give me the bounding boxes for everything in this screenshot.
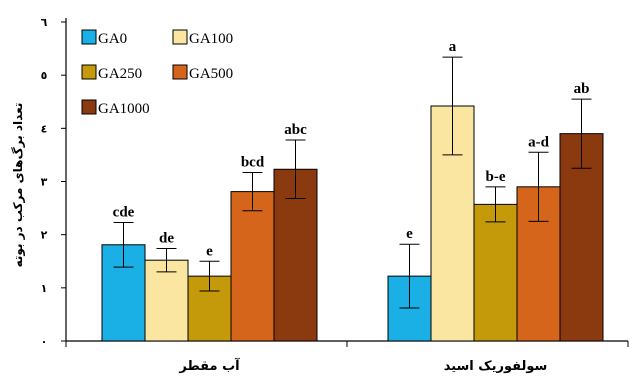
legend-label: GA100 [189, 31, 233, 47]
significance-label: a [449, 39, 457, 55]
y-axis-title: تعداد برگ‌های مرکب در بوته [10, 103, 26, 268]
y-tick-label: ٠ [41, 335, 48, 348]
y-tick-label: ٦ [41, 16, 48, 29]
significance-label: bcd [241, 154, 265, 170]
legend-swatch [81, 64, 97, 80]
significance-label: cde [113, 204, 135, 220]
significance-label: e [206, 243, 213, 259]
legend-label: GA500 [189, 66, 233, 82]
bars: cde de e bcd abc آب مقطر e a b-e a-d ab سولفوریک اس… [101, 39, 604, 374]
bar [144, 259, 189, 342]
significance-label: e [406, 226, 413, 242]
y-tick-label: ٤ [41, 122, 48, 135]
significance-label: de [159, 230, 174, 246]
legend-label: GA1000 [98, 101, 150, 117]
y-tick-label: ١ [41, 282, 48, 295]
legend-label: GA250 [98, 66, 142, 82]
legend: GA0 GA100 GA250 GA500 GA1000 [81, 29, 233, 117]
significance-label: a-d [528, 134, 549, 150]
significance-label: b-e [486, 169, 506, 185]
bar [230, 191, 275, 342]
legend-swatch [172, 64, 188, 80]
y-tick-label: ٣ [41, 176, 48, 189]
bar [473, 203, 518, 342]
x-category-label: آب مقطر [178, 357, 240, 374]
legend-swatch [81, 99, 97, 115]
legend-swatch [172, 29, 188, 45]
significance-label: ab [574, 81, 590, 97]
y-tick-label: ٥ [41, 69, 48, 82]
legend-label: GA0 [98, 31, 127, 47]
legend-swatch [81, 29, 97, 45]
significance-label: abc [284, 122, 307, 138]
y-tick-label: ٢ [41, 229, 48, 242]
x-category-label: سولفوریک اسید [444, 359, 548, 374]
